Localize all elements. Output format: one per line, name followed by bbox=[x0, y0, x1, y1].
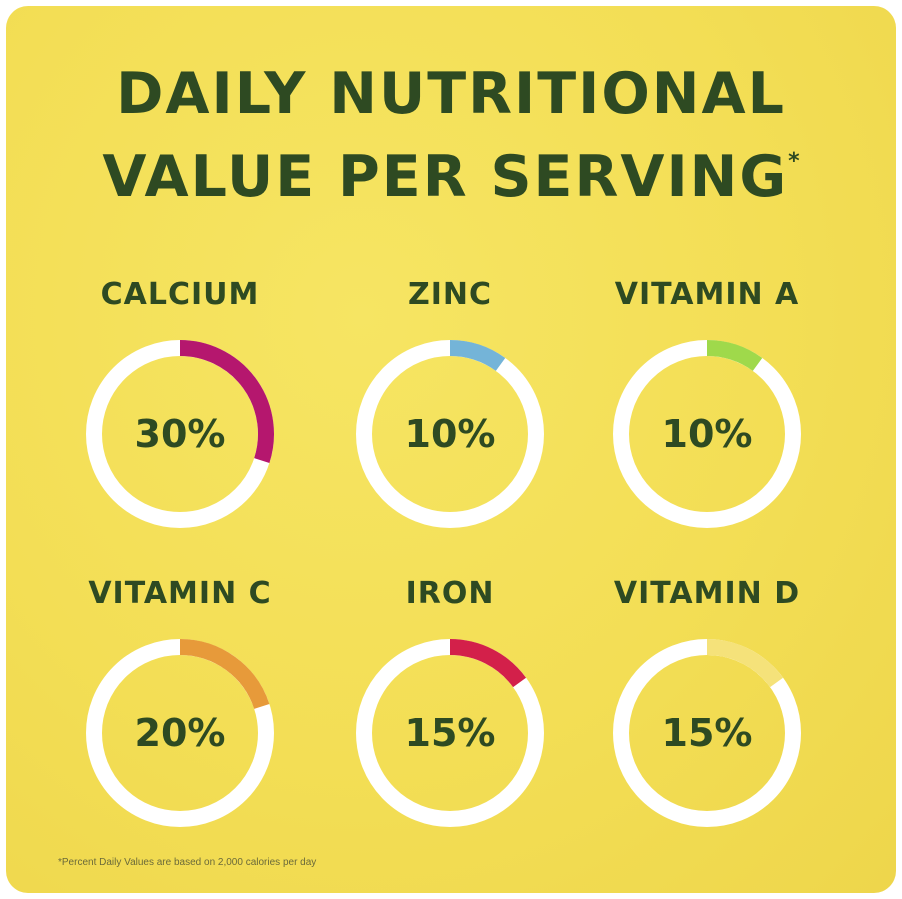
percent-value: 10% bbox=[404, 412, 496, 456]
ring-value-arc bbox=[179, 639, 270, 710]
nutrition-card: DAILY NUTRITIONAL VALUE PER SERVING* CAL… bbox=[6, 6, 896, 893]
nutrient-label: VITAMIN C bbox=[88, 576, 272, 611]
ring-value-arc bbox=[706, 639, 784, 688]
ring-value-arc bbox=[706, 340, 763, 372]
footnote: *Percent Daily Values are based on 2,000… bbox=[58, 857, 317, 868]
title-line-2: VALUE PER SERVING* bbox=[6, 149, 896, 206]
percent-value: 30% bbox=[134, 412, 226, 456]
ring-svg bbox=[356, 639, 544, 827]
ring-chart: 15% bbox=[609, 635, 805, 831]
ring-value-arc bbox=[179, 340, 274, 464]
percent-value: 15% bbox=[661, 711, 753, 755]
title-line-2-text: VALUE PER SERVING bbox=[102, 144, 789, 210]
nutrient-label: VITAMIN D bbox=[613, 576, 801, 611]
ring-chart: 30% bbox=[82, 336, 278, 532]
ring-value-arc bbox=[449, 340, 506, 372]
ring-chart: 10% bbox=[609, 336, 805, 532]
ring-chart: 10% bbox=[352, 336, 548, 532]
nutrient-vitamin-d: VITAMIN D 15% bbox=[557, 576, 857, 827]
nutrient-vitamin-a: VITAMIN A 10% bbox=[557, 277, 857, 528]
nutrient-zinc: ZINC 10% bbox=[300, 277, 600, 528]
ring-svg bbox=[86, 340, 274, 528]
ring-svg bbox=[613, 340, 801, 528]
percent-value: 10% bbox=[661, 412, 753, 456]
nutrient-calcium: CALCIUM 30% bbox=[30, 277, 330, 528]
nutrient-label: ZINC bbox=[407, 277, 493, 312]
ring-value-arc bbox=[449, 639, 527, 688]
ring-svg bbox=[86, 639, 274, 827]
ring-svg bbox=[356, 340, 544, 528]
title-line-1: DAILY NUTRITIONAL bbox=[116, 61, 786, 127]
percent-value: 15% bbox=[404, 711, 496, 755]
percent-value: 20% bbox=[134, 711, 226, 755]
nutrient-label: VITAMIN A bbox=[614, 277, 800, 312]
nutrient-label: CALCIUM bbox=[100, 277, 260, 312]
nutrient-iron: IRON 15% bbox=[300, 576, 600, 827]
nutrient-vitamin-c: VITAMIN C 20% bbox=[30, 576, 330, 827]
ring-chart: 15% bbox=[352, 635, 548, 831]
title-asterisk: * bbox=[788, 149, 800, 174]
nutrient-label: IRON bbox=[405, 576, 495, 611]
ring-chart: 20% bbox=[82, 635, 278, 831]
ring-svg bbox=[613, 639, 801, 827]
